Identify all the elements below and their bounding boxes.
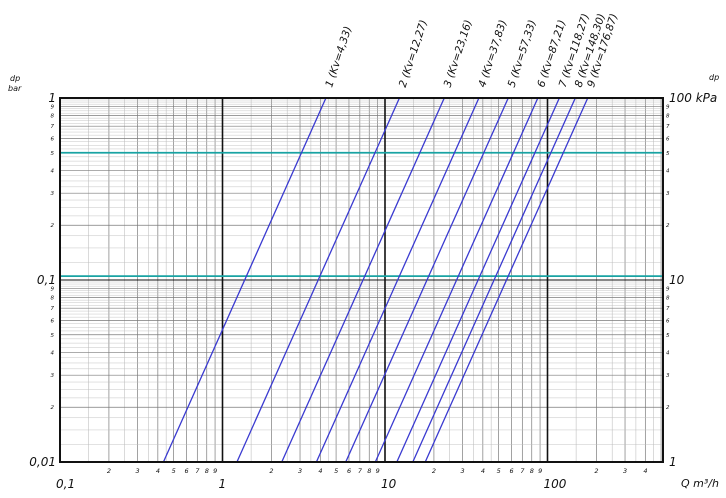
y-minor-tick-label-left: 3 bbox=[51, 191, 55, 197]
x-minor-tick-label: 3 bbox=[623, 467, 627, 475]
plot-frame bbox=[59, 97, 664, 463]
x-minor-tick-label: 5 bbox=[172, 467, 176, 475]
y-left-axis-title-top: dp bbox=[10, 74, 20, 83]
minor-tick-labels: 2 3 4 5 6 7 8 9 2 3 4 5 6 7 8 9 2 3 4 5 6 7 8 9 2 3 42 23 34 45 56 67 78… bbox=[51, 104, 671, 475]
x-minor-tick-label: 8 bbox=[367, 467, 371, 475]
series-label: 3 (Kv=23,16) bbox=[442, 18, 475, 88]
x-minor-tick-label: 3 bbox=[136, 467, 140, 475]
y-minor-tick-label-left: 2 bbox=[51, 405, 55, 411]
y-minor-tick-label-left: 9 bbox=[51, 104, 55, 110]
y-minor-tick-label-left: 3 bbox=[51, 373, 55, 379]
y-minor-tick-label-left: 6 bbox=[51, 318, 55, 324]
x-minor-tick-label: 6 bbox=[184, 467, 188, 475]
x-axis-title: Q m³/h bbox=[681, 477, 719, 490]
axis-labels: 1 (Kv=4,33) 2 (Kv=12,27) 3 (Kv=23,16) 4 (Kv… bbox=[8, 12, 719, 491]
series-label: 4 (Kv=37,83) bbox=[476, 18, 509, 88]
series-line bbox=[374, 97, 539, 463]
x-minor-tick-label: 4 bbox=[318, 467, 322, 475]
series-label: 1 (Kv=4,33) bbox=[323, 25, 354, 89]
series-line bbox=[424, 97, 589, 463]
x-minor-tick-label: 2 bbox=[594, 467, 598, 475]
reference-lines bbox=[60, 151, 663, 278]
x-minor-tick-label: 7 bbox=[195, 467, 200, 475]
y-minor-tick-label-right: 9 bbox=[666, 286, 670, 292]
x-minor-tick-label: 9 bbox=[538, 467, 542, 475]
y-minor-tick-label-right: 4 bbox=[666, 168, 670, 174]
series-line bbox=[281, 97, 445, 463]
x-minor-tick-label: 3 bbox=[461, 467, 465, 475]
y-minor-tick-label-right: 8 bbox=[666, 114, 670, 120]
series-label: 2 (Kv=12,27) bbox=[397, 18, 430, 88]
y-left-axis-title-bottom: bar bbox=[8, 84, 22, 93]
x-minor-tick-label: 4 bbox=[481, 467, 485, 475]
series-line bbox=[412, 97, 576, 463]
y-left-tick-label: 0,01 bbox=[29, 455, 56, 469]
y-minor-tick-label-left: 7 bbox=[51, 306, 55, 312]
y-minor-tick-label-right: 9 bbox=[666, 104, 670, 110]
y-right-tick-label: 100 kPa bbox=[669, 91, 717, 105]
x-tick-label: 100 bbox=[544, 477, 567, 491]
y-right-tick-label: 1 bbox=[669, 455, 677, 469]
x-minor-tick-label: 9 bbox=[213, 467, 217, 475]
series-line bbox=[162, 97, 327, 463]
series-line bbox=[345, 97, 509, 463]
y-minor-tick-label-right: 5 bbox=[666, 151, 670, 157]
y-minor-tick-label-right: 8 bbox=[666, 296, 670, 302]
y-left-tick-label: 1 bbox=[48, 91, 56, 105]
y-minor-tick-label-right: 7 bbox=[666, 124, 670, 130]
y-minor-tick-label-right: 4 bbox=[666, 350, 670, 356]
y-right-tick-label: 10 bbox=[669, 273, 685, 287]
x-tick-label: 1 bbox=[219, 477, 227, 491]
x-minor-tick-label: 2 bbox=[432, 467, 436, 475]
series-label: 5 (Kv=57,33) bbox=[506, 18, 539, 88]
y-minor-tick-label-left: 9 bbox=[51, 286, 55, 292]
y-minor-tick-label-left: 7 bbox=[51, 124, 55, 130]
series-lines bbox=[162, 97, 589, 463]
x-minor-tick-label: 3 bbox=[298, 467, 302, 475]
x-minor-tick-label: 4 bbox=[156, 467, 160, 475]
y-minor-tick-label-right: 2 bbox=[666, 405, 670, 411]
x-minor-tick-label: 6 bbox=[347, 467, 351, 475]
series-line bbox=[236, 97, 401, 463]
x-minor-tick-label: 5 bbox=[497, 467, 501, 475]
x-minor-tick-label: 4 bbox=[643, 467, 647, 475]
y-minor-tick-label-right: 3 bbox=[666, 191, 670, 197]
y-minor-tick-label-left: 6 bbox=[51, 136, 55, 142]
y-minor-tick-label-left: 5 bbox=[51, 151, 55, 157]
y-minor-tick-label-left: 8 bbox=[51, 296, 55, 302]
y-minor-tick-label-right: 3 bbox=[666, 373, 670, 379]
y-minor-tick-label-left: 4 bbox=[51, 168, 55, 174]
x-minor-tick-label: 7 bbox=[358, 467, 363, 475]
x-tick-label: 10 bbox=[381, 477, 397, 491]
x-minor-tick-label: 7 bbox=[520, 467, 525, 475]
x-minor-tick-label: 8 bbox=[205, 467, 209, 475]
x-minor-tick-label: 5 bbox=[334, 467, 338, 475]
y-minor-tick-label-left: 2 bbox=[51, 223, 55, 229]
x-minor-tick-label: 9 bbox=[376, 467, 380, 475]
series-line bbox=[396, 97, 560, 463]
y-minor-tick-label-left: 5 bbox=[51, 333, 55, 339]
x-minor-tick-label: 8 bbox=[530, 467, 534, 475]
y-minor-tick-label-left: 4 bbox=[51, 350, 55, 356]
x-minor-tick-label: 2 bbox=[107, 467, 111, 475]
y-minor-tick-label-left: 8 bbox=[51, 114, 55, 120]
x-minor-tick-label: 2 bbox=[269, 467, 273, 475]
y-minor-tick-label-right: 2 bbox=[666, 223, 670, 229]
x-minor-tick-label: 6 bbox=[509, 467, 513, 475]
plot-border bbox=[59, 97, 664, 463]
y-minor-tick-label-right: 7 bbox=[666, 306, 670, 312]
y-minor-tick-label-right: 6 bbox=[666, 136, 670, 142]
y-minor-tick-label-right: 5 bbox=[666, 333, 670, 339]
y-right-axis-title: dp bbox=[709, 73, 719, 82]
series-line bbox=[315, 97, 480, 463]
y-left-tick-label: 0,1 bbox=[37, 273, 56, 287]
x-tick-label: 0,1 bbox=[56, 477, 75, 491]
y-minor-tick-label-right: 6 bbox=[666, 318, 670, 324]
